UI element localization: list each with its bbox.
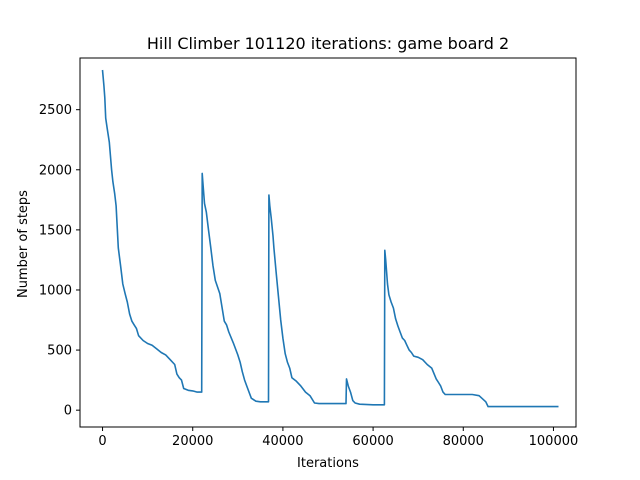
plot-area — [101, 69, 559, 408]
x-axis: 0 20000 40000 60000 80000 100000 — [98, 427, 578, 449]
x-tick-label: 0 — [98, 434, 106, 449]
x-tick-label: 100000 — [529, 434, 579, 449]
y-tick-label: 1500 — [39, 223, 72, 238]
plot-frame — [79, 57, 577, 428]
y-axis: 0 500 1000 1500 2000 2500 — [39, 103, 80, 419]
y-tick-label: 0 — [64, 404, 72, 419]
y-tick-label: 1000 — [39, 283, 72, 298]
y-tick-label: 2000 — [39, 163, 72, 178]
chart-title: Hill Climber 101120 iterations: game boa… — [147, 34, 509, 53]
x-tick-label: 80000 — [443, 434, 484, 449]
x-axis-title: Iterations — [297, 456, 359, 471]
series-line-0 — [101, 69, 559, 408]
y-axis-title: Number of steps — [16, 190, 31, 298]
x-tick-label: 20000 — [172, 434, 213, 449]
x-tick-label: 60000 — [352, 434, 393, 449]
x-tick-label: 40000 — [262, 434, 303, 449]
y-tick-label: 2500 — [39, 103, 72, 118]
y-tick-label: 500 — [47, 344, 72, 359]
